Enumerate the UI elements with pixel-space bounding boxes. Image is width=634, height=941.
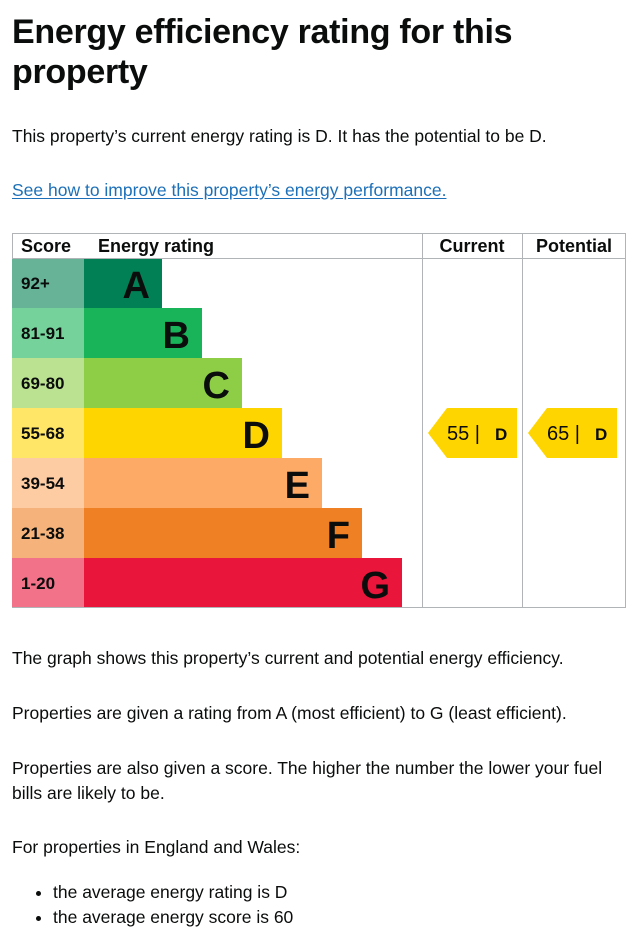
rating-bar-f [84, 508, 362, 558]
potential-rating-arrow [528, 408, 617, 458]
rating-letter-a: A [123, 265, 150, 307]
score-cell-a [12, 258, 84, 308]
current-rating-arrow [428, 408, 517, 458]
improve-performance-link[interactable]: See how to improve this property’s energ… [12, 180, 447, 200]
page-title: Energy efficiency rating for this proper… [12, 13, 513, 91]
header-potential: Potential [536, 236, 612, 256]
rating-letter-e: E [285, 465, 310, 507]
explanation-graph: The graph shows this property’s current … [12, 648, 564, 668]
energy-rating-chart: Score Energy rating Current Potential 92+ A 81… [12, 233, 626, 608]
rating-letter-d: D [243, 415, 270, 457]
list-item: the average energy rating is D [53, 880, 613, 905]
potential-rating-letter: D [595, 425, 607, 444]
score-range-c: 69-80 [21, 374, 64, 393]
score-cell-b [12, 308, 84, 358]
explanation-region: For properties in England and Wales: [12, 837, 301, 857]
rating-bar-c [84, 358, 242, 408]
header-score: Score [21, 236, 71, 256]
rating-letter-c: C [203, 365, 230, 407]
score-cell-f [12, 508, 84, 558]
score-range-b: 81-91 [21, 324, 64, 343]
current-rating-score: 55 | [447, 423, 480, 445]
score-range-g: 1-20 [21, 574, 55, 593]
score-range-d: 55-68 [21, 424, 64, 443]
score-range-e: 39-54 [21, 474, 65, 493]
averages-list: the average energy rating is D the avera… [12, 880, 613, 930]
rating-bar-d [84, 408, 282, 458]
score-cell-d [12, 408, 84, 458]
score-range-f: 21-38 [21, 524, 64, 543]
score-cell-c [12, 358, 84, 408]
current-rating-letter: D [495, 425, 507, 444]
score-range-a: 92+ [21, 274, 50, 293]
rating-letter-f: F [327, 515, 350, 557]
header-energy-rating: Energy rating [98, 236, 214, 256]
score-cell-e [12, 458, 84, 508]
rating-bar-g [84, 558, 402, 608]
rating-bar-b [84, 308, 202, 358]
header-current: Current [439, 236, 504, 256]
explanation-rating: Properties are given a rating from A (mo… [12, 703, 567, 723]
potential-rating-score: 65 | [547, 423, 580, 445]
rating-bar-e [84, 458, 322, 508]
rating-letter-g: G [360, 565, 390, 607]
rating-letter-b: B [163, 315, 190, 357]
improve-link-container: See how to improve this property’s energ… [12, 178, 622, 203]
list-item: the average energy score is 60 [53, 905, 613, 930]
explanation-score: Properties are also given a score. The h… [12, 758, 603, 803]
rating-summary: This property’s current energy rating is… [12, 126, 547, 146]
score-cell-g [12, 558, 84, 608]
rating-bar-a [84, 258, 162, 308]
